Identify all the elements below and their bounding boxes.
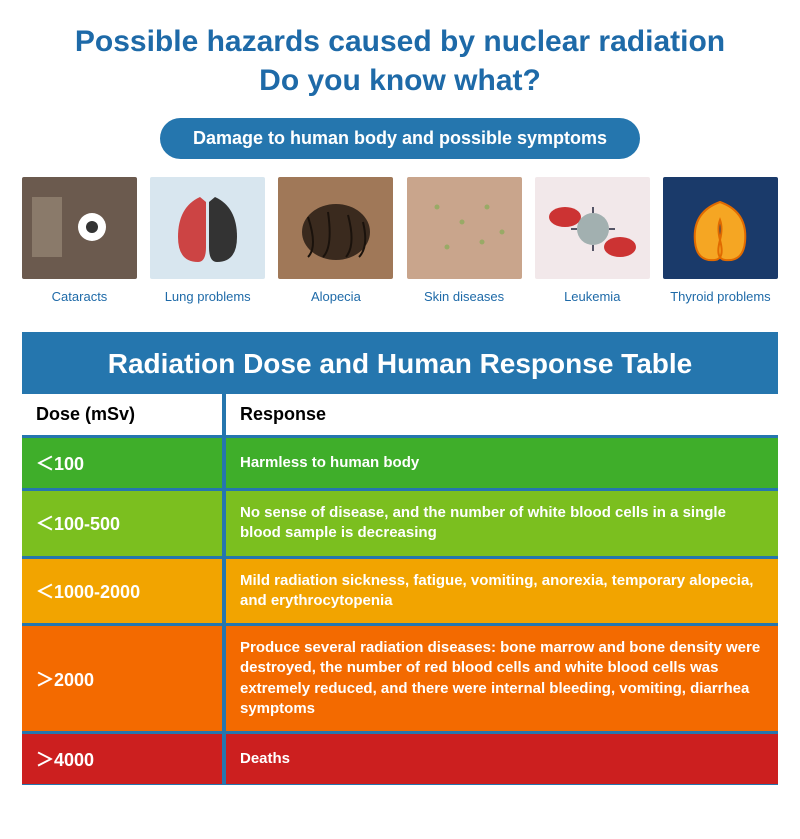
gallery-item: Leukemia	[535, 177, 650, 304]
gallery-item: Skin diseases	[407, 177, 522, 304]
table-row: ＜100Harmless to human body	[22, 435, 778, 488]
title-line-1: Possible hazards caused by nuclear radia…	[75, 25, 725, 58]
table-row: ＞2000Produce several radiation diseases:…	[22, 623, 778, 731]
gallery-caption: Alopecia	[311, 289, 361, 304]
table-row: ＜1000-2000Mild radiation sickness, fatig…	[22, 556, 778, 624]
dose-cell: ＜1000-2000	[22, 559, 222, 624]
gallery-item: Lung problems	[150, 177, 265, 304]
gallery-item: Alopecia	[278, 177, 393, 304]
page-title: Possible hazards caused by nuclear radia…	[0, 0, 800, 118]
symptom-gallery: Cataracts Lung problems Alopecia Skin disea…	[0, 177, 800, 322]
title-line-2: Do you know what?	[259, 64, 541, 97]
dose-cell: ＜100-500	[22, 491, 222, 556]
thyroid-icon	[663, 177, 778, 279]
response-cell: No sense of disease, and the number of w…	[226, 491, 778, 556]
dose-cell: ＞2000	[22, 626, 222, 731]
dose-cell: ＞4000	[22, 734, 222, 784]
table-row: ＜100-500No sense of disease, and the num…	[22, 488, 778, 556]
response-cell: Harmless to human body	[226, 438, 778, 488]
blood-icon	[535, 177, 650, 279]
gallery-item: Thyroid problems	[663, 177, 778, 304]
table-body: ＜100Harmless to human body＜100-500No sen…	[22, 435, 778, 784]
table-header-row: Dose (mSv) Response	[22, 394, 778, 435]
gallery-caption: Cataracts	[52, 289, 108, 304]
response-cell: Produce several radiation diseases: bone…	[226, 626, 778, 731]
dose-response-table: Radiation Dose and Human Response Table …	[22, 332, 778, 785]
dose-cell: ＜100	[22, 438, 222, 488]
lungs-icon	[150, 177, 265, 279]
table-header-response: Response	[226, 394, 778, 435]
table-header-dose: Dose (mSv)	[22, 394, 222, 435]
gallery-caption: Thyroid problems	[670, 289, 770, 304]
table-row: ＞4000Deaths	[22, 731, 778, 784]
response-cell: Mild radiation sickness, fatigue, vomiti…	[226, 559, 778, 624]
gallery-item: Cataracts	[22, 177, 137, 304]
eye-icon	[22, 177, 137, 279]
skin-icon	[407, 177, 522, 279]
gallery-caption: Lung problems	[165, 289, 251, 304]
table-title: Radiation Dose and Human Response Table	[22, 332, 778, 394]
gallery-caption: Leukemia	[564, 289, 620, 304]
hair-icon	[278, 177, 393, 279]
response-cell: Deaths	[226, 734, 778, 784]
gallery-caption: Skin diseases	[424, 289, 504, 304]
subtitle-pill: Damage to human body and possible sympto…	[160, 118, 640, 159]
